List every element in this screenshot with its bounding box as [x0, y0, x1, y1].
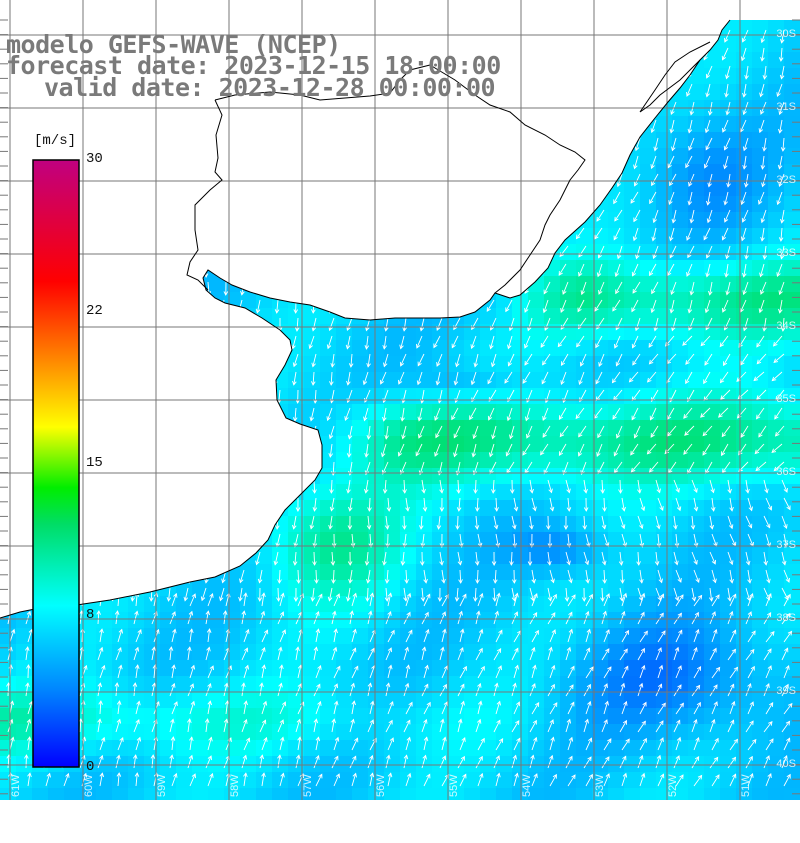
latitude-label: 36S	[776, 466, 796, 478]
colorbar	[33, 160, 79, 767]
colorbar-gradient	[33, 160, 79, 767]
longitude-label: 52W	[667, 774, 679, 797]
latitude-label: 33S	[776, 247, 796, 259]
colorbar-tick: 15	[86, 455, 103, 471]
longitude-label: 55W	[448, 774, 460, 797]
title-valid-date: valid date: 2023-12-28 00:00:00	[44, 75, 495, 100]
colorbar-tick: 8	[86, 607, 94, 623]
latitude-label: 40S	[776, 758, 796, 770]
longitude-label: 53W	[594, 774, 606, 797]
latitude-label: 30S	[776, 28, 796, 40]
colorbar-tick: 30	[86, 151, 103, 167]
wind-map	[0, 0, 800, 800]
longitude-label: 60W	[83, 774, 95, 797]
latitude-label: 39S	[776, 685, 796, 697]
longitude-label: 57W	[302, 774, 314, 797]
longitude-label: 61W	[10, 774, 22, 797]
latitude-label: 41S	[776, 831, 796, 843]
latitude-label: 32S	[776, 174, 796, 186]
longitude-label: 56W	[375, 774, 387, 797]
latitude-label: 38S	[776, 612, 796, 624]
longitude-label: 51W	[740, 774, 752, 797]
longitude-label: 54W	[521, 774, 533, 797]
latitude-label: 31S	[776, 101, 796, 113]
colorbar-unit: [m/s]	[34, 133, 76, 149]
latitude-label: 37S	[776, 539, 796, 551]
longitude-label: 58W	[229, 774, 241, 797]
colorbar-tick: 22	[86, 303, 103, 319]
latitude-label: 35S	[776, 393, 796, 405]
longitude-label: 59W	[156, 774, 168, 797]
colorbar-tick: 0	[86, 759, 94, 775]
latitude-label: 34S	[776, 320, 796, 332]
